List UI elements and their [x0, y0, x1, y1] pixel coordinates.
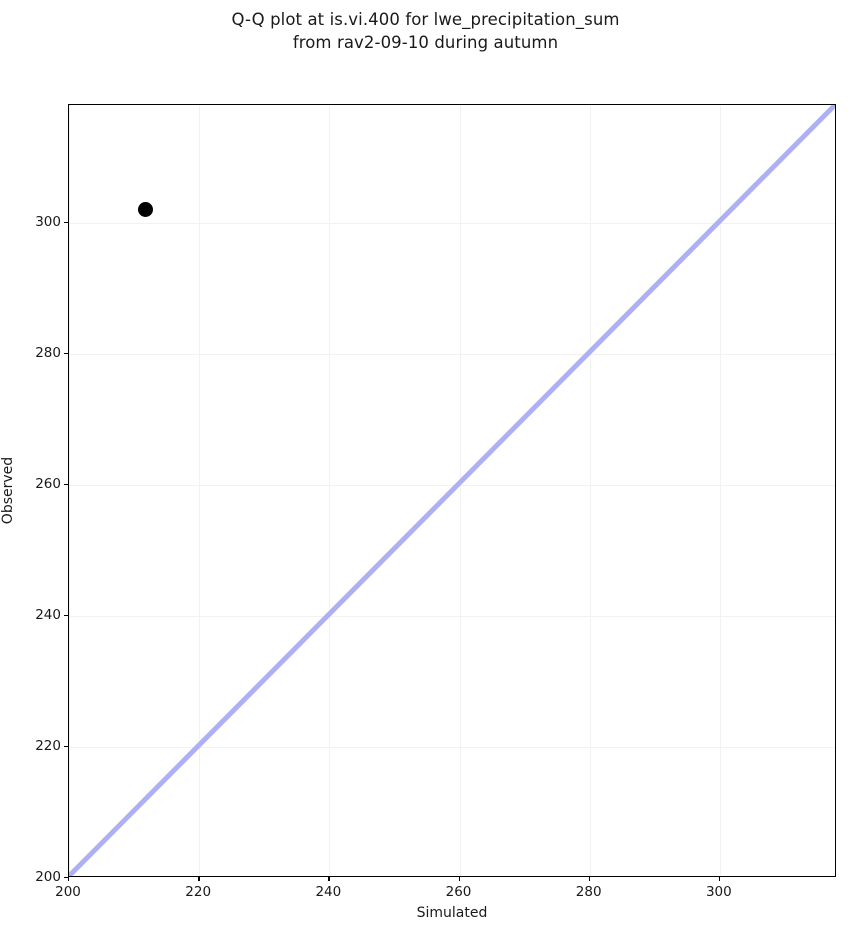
x-tick: [588, 877, 591, 881]
y-tick-label: 260: [35, 475, 61, 492]
x-tick: [198, 877, 200, 881]
y-tick-label: 280: [35, 344, 61, 361]
one-to-one-line: [69, 105, 835, 876]
y-tick: [64, 614, 68, 617]
y-tick: [64, 877, 68, 879]
gridline-vertical: [719, 105, 721, 876]
gridline-vertical: [199, 105, 201, 876]
x-tick: [328, 877, 330, 881]
y-tick: [64, 745, 68, 748]
y-tick-label: 220: [35, 737, 61, 754]
data-point: [137, 202, 153, 218]
x-tick-label: 300: [705, 884, 732, 900]
y-tick: [64, 483, 68, 486]
y-tick-label: 240: [35, 606, 61, 623]
y-axis-label: Observed: [0, 456, 16, 525]
x-tick-label: 200: [55, 884, 81, 900]
plot-axes-frame: [68, 104, 836, 877]
x-tick: [458, 877, 460, 881]
reference-line: [69, 105, 835, 876]
x-tick: [68, 877, 70, 881]
chart-title: Q-Q plot at is.vi.400 for lwe_precipitat…: [0, 8, 851, 54]
y-tick-label: 300: [35, 213, 61, 230]
gridline-vertical: [459, 105, 461, 876]
x-tick-label: 260: [445, 884, 472, 900]
x-tick-label: 220: [185, 884, 212, 900]
y-tick: [64, 352, 68, 355]
gridline-horizontal: [69, 222, 835, 224]
y-tick: [64, 221, 68, 224]
gridline-horizontal: [69, 353, 835, 356]
x-tick: [718, 877, 721, 881]
chart-title-line-2: from rav2-09-10 during autumn: [292, 33, 559, 52]
y-tick-label: 200: [35, 869, 61, 885]
x-axis-label: Simulated: [416, 905, 488, 921]
x-tick-label: 240: [315, 884, 342, 900]
x-tick-label: 280: [575, 884, 602, 900]
gridline-vertical: [329, 105, 331, 876]
gridline-vertical: [589, 105, 591, 876]
gridline-vertical: [69, 105, 71, 876]
gridline-horizontal: [69, 484, 835, 487]
gridline-horizontal: [69, 615, 835, 618]
gridline-horizontal: [69, 746, 835, 749]
chart-title-line-1: Q-Q plot at is.vi.400 for lwe_precipitat…: [231, 10, 620, 29]
plot-area: [69, 105, 835, 876]
